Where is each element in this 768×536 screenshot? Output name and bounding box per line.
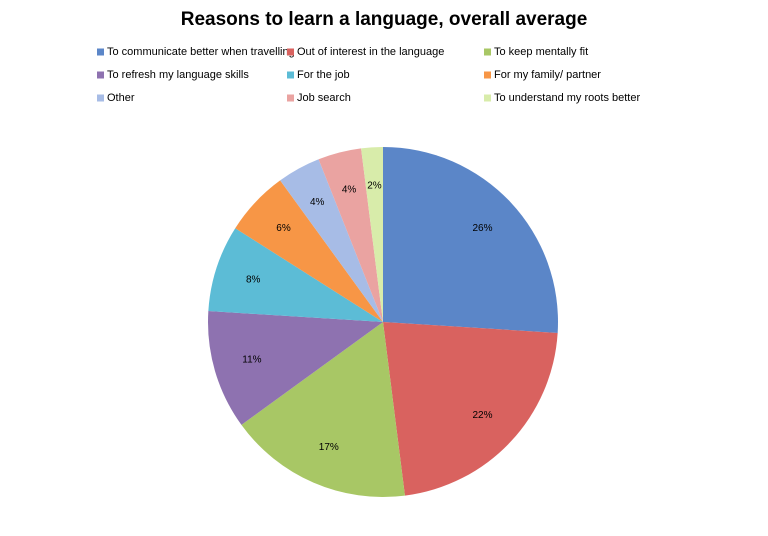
legend-label: Out of interest in the language xyxy=(297,46,444,58)
legend-swatch xyxy=(287,94,294,102)
legend-swatch xyxy=(97,94,104,102)
pie-slice xyxy=(318,148,383,322)
legend-label: Job search xyxy=(297,92,351,104)
data-label: 2% xyxy=(367,180,382,191)
legend-label: To keep mentally fit xyxy=(494,46,588,58)
pie-slice xyxy=(208,311,383,425)
pie-slice xyxy=(235,180,383,322)
pie-slice xyxy=(383,147,558,333)
pie-slice xyxy=(208,228,383,322)
legend-label: To understand my roots better xyxy=(494,92,640,104)
legend-label: For the job xyxy=(297,69,350,81)
data-label: 22% xyxy=(472,410,492,421)
data-label: 8% xyxy=(246,274,261,285)
legend-label: To refresh my language skills xyxy=(107,69,249,81)
data-label: 6% xyxy=(276,223,291,234)
chart-title: Reasons to learn a language, overall ave… xyxy=(181,9,588,30)
data-label: 11% xyxy=(242,355,261,366)
pie-slice xyxy=(280,159,383,322)
legend-swatch xyxy=(287,71,294,79)
legend-swatch xyxy=(484,48,491,56)
data-label: 26% xyxy=(472,223,492,234)
legend-swatch xyxy=(97,71,104,79)
pie-slice xyxy=(383,322,558,496)
legend-label: To communicate better when travelling xyxy=(107,46,295,58)
data-label: 4% xyxy=(310,197,325,208)
legend-swatch xyxy=(97,48,104,56)
legend-swatch xyxy=(484,94,491,102)
legend-swatch xyxy=(287,48,294,56)
data-label: 17% xyxy=(319,442,339,453)
pie-slice xyxy=(241,322,405,498)
legend-label: For my family/ partner xyxy=(494,69,601,81)
legend-label: Other xyxy=(107,92,135,104)
legend-swatch xyxy=(484,71,491,79)
data-label: 4% xyxy=(342,184,357,195)
pie-slice xyxy=(361,147,383,322)
